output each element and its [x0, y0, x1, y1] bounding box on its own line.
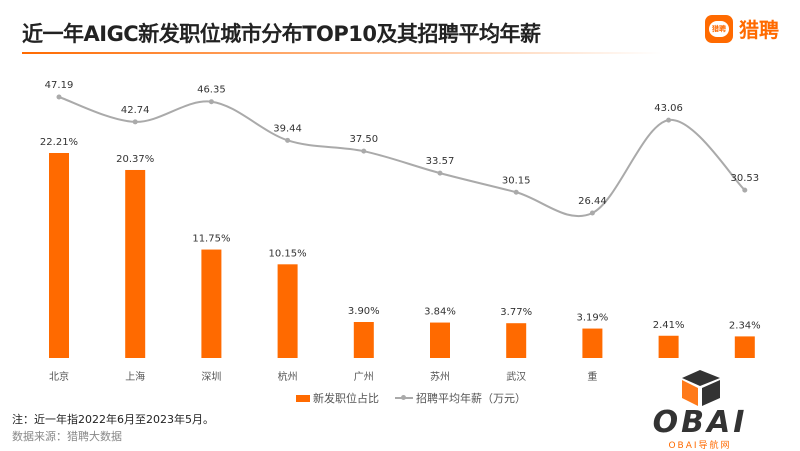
bar-value-label: 3.77% — [500, 307, 532, 318]
bar — [353, 322, 374, 358]
category-label: 北京 — [49, 370, 69, 383]
legend-item-bar: 新发职位占比 — [296, 390, 379, 406]
bar-value-label: 11.75% — [192, 234, 230, 245]
cube-icon — [682, 370, 720, 406]
salary-value-label: 42.74 — [121, 105, 150, 116]
salary-value-label: 39.44 — [273, 123, 302, 134]
bar — [734, 336, 755, 358]
legend-bar-swatch — [296, 394, 310, 402]
salary-point — [285, 137, 291, 143]
salary-value-label: 43.06 — [654, 103, 683, 114]
bar — [658, 335, 679, 358]
salary-line — [58, 96, 746, 218]
bar — [277, 264, 298, 358]
salary-point — [666, 117, 672, 123]
salary-point — [437, 170, 443, 176]
salary-point — [208, 99, 214, 105]
salary-value-label: 30.15 — [502, 175, 531, 186]
bar — [582, 328, 603, 358]
salary-value-label: 33.57 — [426, 156, 455, 167]
title-underline — [22, 52, 662, 54]
bar-value-label: 2.41% — [653, 320, 685, 331]
legend: 新发职位占比 招聘平均年薪（万元） — [296, 390, 526, 406]
salary-point — [742, 187, 748, 193]
category-label: 重 — [587, 370, 597, 383]
bar-value-label: 3.84% — [424, 307, 456, 318]
bar-value-label: 3.19% — [577, 313, 609, 324]
chart-title: 近一年AIGC新发职位城市分布TOP10及其招聘平均年薪 — [22, 22, 541, 46]
bar — [49, 153, 69, 358]
watermark-subtext: OBAI导航网 — [668, 441, 732, 451]
salary-value-label: 26.44 — [578, 196, 607, 207]
salary-point — [56, 94, 62, 100]
bar — [125, 169, 146, 358]
bar-value-label: 2.34% — [729, 320, 761, 331]
data-source: 数据来源：猎聘大数据 — [12, 430, 122, 443]
bar-value-label: 22.21% — [40, 137, 78, 148]
bar-value-label: 3.90% — [348, 306, 380, 317]
category-label: 武汉 — [506, 370, 526, 383]
logo-badge-text: 猎聘 — [709, 20, 729, 37]
footnote: 注：近一年指2022年6月至2023年5月。 — [12, 413, 214, 426]
salary-point — [589, 210, 595, 216]
legend-bar-label: 新发职位占比 — [313, 392, 379, 405]
bar-value-label: 20.37% — [116, 154, 154, 165]
salary-value-label: 30.53 — [730, 173, 759, 184]
legend-line-swatch — [395, 395, 413, 400]
liepin-logo: 猎聘 猎聘 — [705, 14, 779, 43]
salary-point — [361, 148, 367, 154]
logo-text: 猎聘 — [739, 18, 779, 42]
salary-value-label: 47.19 — [45, 80, 74, 91]
bar-value-label: 10.15% — [269, 248, 307, 259]
salary-value-label: 46.35 — [197, 85, 226, 96]
bar — [201, 249, 222, 358]
category-label: 深圳 — [201, 371, 221, 383]
salary-value-label: 37.50 — [349, 134, 378, 145]
watermark-text: OBAI — [652, 405, 748, 440]
category-label: 杭州 — [278, 370, 298, 383]
logo-badge-icon: 猎聘 — [705, 14, 733, 43]
bar — [506, 323, 527, 358]
category-label: 上海 — [125, 370, 145, 383]
bar — [430, 322, 450, 358]
salary-point — [513, 189, 519, 195]
obai-watermark: OBAI OBAI导航网 — [640, 368, 760, 451]
category-label: 苏州 — [430, 370, 450, 383]
salary-point — [132, 119, 138, 125]
category-label: 广州 — [354, 371, 374, 383]
legend-item-line: 招聘平均年薪（万元） — [395, 390, 526, 406]
legend-line-label: 招聘平均年薪（万元） — [416, 392, 526, 405]
